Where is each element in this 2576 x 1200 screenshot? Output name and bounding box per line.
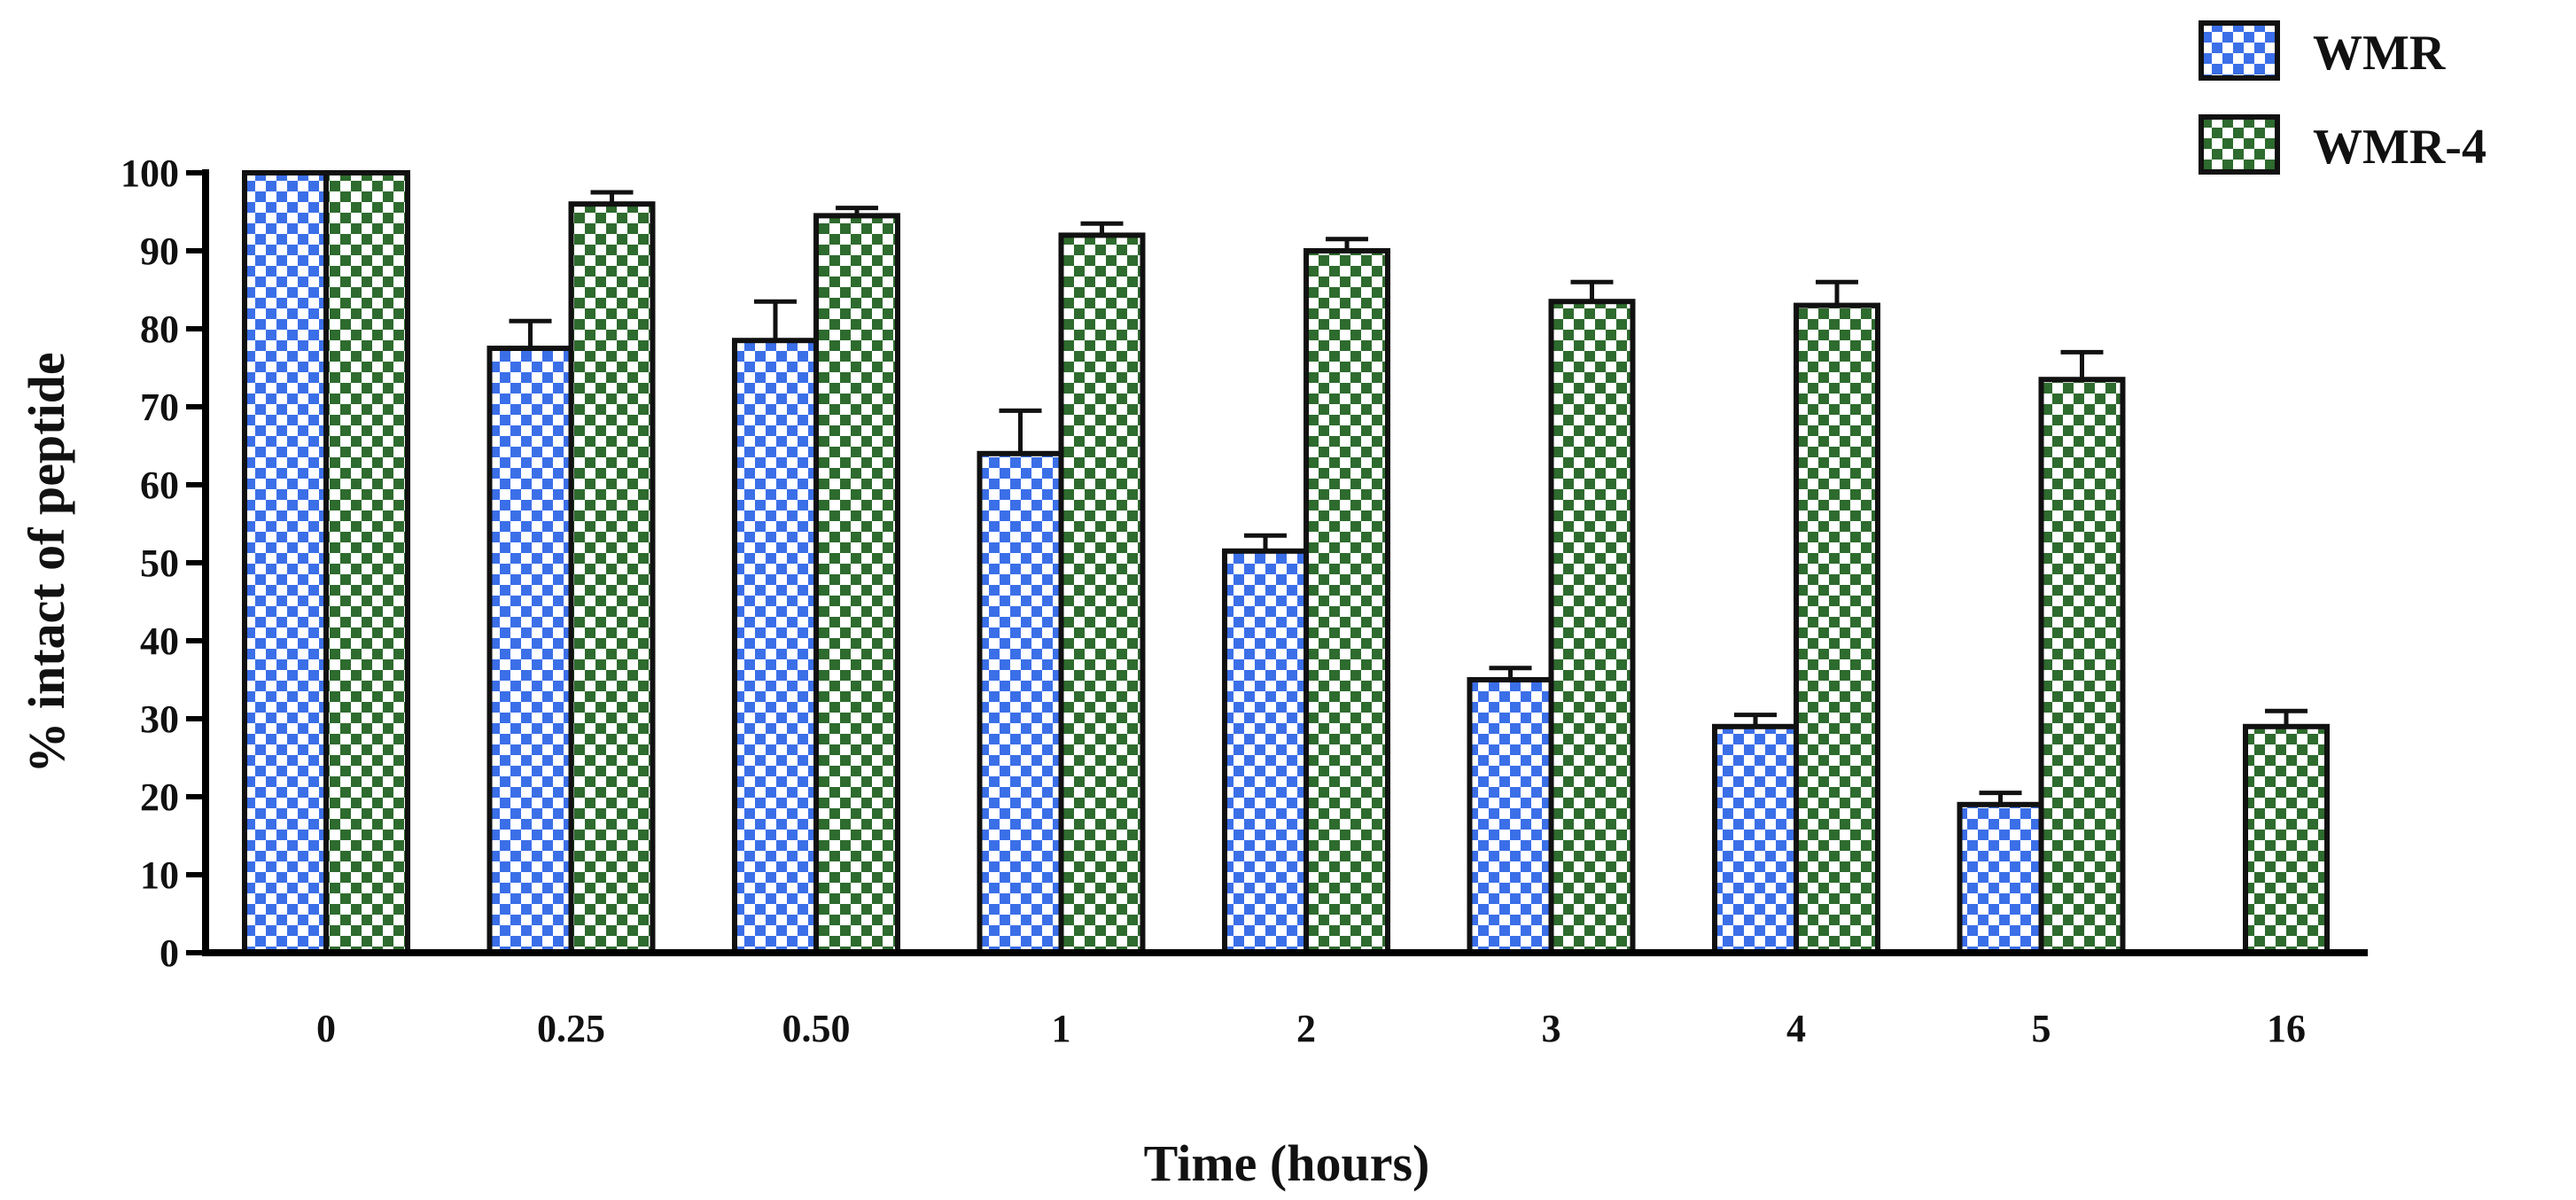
y-tick-label: 30 <box>140 697 179 741</box>
error-bar-wmr-t3 <box>1489 666 1532 680</box>
y-tick-label: 70 <box>140 386 179 429</box>
x-axis-title: Time (hours) <box>1144 1134 1430 1192</box>
error-bar-wmr-4-t4 <box>1816 279 1858 306</box>
error-bar-wmr-4-t16 <box>2265 708 2308 727</box>
error-bar-wmr-t1 <box>999 408 1042 454</box>
bar-wmr-t0-25 <box>486 346 574 955</box>
bar-wmr-4-t0-25 <box>568 201 656 955</box>
bar-wmr-t5 <box>1957 801 2044 955</box>
bar-wmr-4-t5 <box>2038 377 2126 955</box>
legend-label-wmr: WMR <box>2313 26 2446 81</box>
bar-wmr-4-t3 <box>1548 299 1636 955</box>
y-ticks: 0 10 20 30 40 50 60 70 80 90 100 <box>121 152 206 975</box>
y-tick-label: 40 <box>140 619 179 663</box>
x-tick-label: 16 <box>2267 1007 2306 1050</box>
y-axis-title: % intact of peptide <box>18 352 75 773</box>
x-tick-label: 3 <box>1542 1007 1561 1050</box>
x-tick-label: 0 <box>316 1007 336 1050</box>
bar-wmr-t4 <box>1712 723 1799 955</box>
bar-wmr-4-t0 <box>323 170 410 955</box>
error-bar-wmr-t0-25 <box>509 318 552 348</box>
y-tick-label: 20 <box>140 775 179 819</box>
bar-wmr-4-t0-50 <box>813 213 900 955</box>
x-tick-label: 0.25 <box>537 1007 605 1050</box>
error-bar-wmr-t4 <box>1734 713 1777 727</box>
error-bar-wmr-t0-50 <box>754 299 797 341</box>
y-tick-label: 60 <box>140 464 179 507</box>
error-bar-wmr-t5 <box>1979 791 2022 805</box>
bar-wmr-t1 <box>977 450 1064 955</box>
legend-swatch-wmr-4 <box>2199 114 2280 175</box>
error-bar-wmr-t2 <box>1244 533 1287 551</box>
x-tick-label: 5 <box>2032 1007 2051 1050</box>
y-tick-label: 50 <box>140 542 179 585</box>
x-tick-label: 0.50 <box>782 1007 851 1050</box>
y-tick-label: 10 <box>140 853 179 897</box>
error-bar-wmr-4-t5 <box>2060 349 2104 380</box>
error-bar-wmr-4-t2 <box>1326 237 1368 251</box>
error-bar-wmr-4-t0-25 <box>590 190 634 205</box>
legend-swatch-wmr <box>2199 20 2280 81</box>
y-tick-label: 90 <box>140 230 179 273</box>
bar-wmr-t0-50 <box>732 338 819 955</box>
x-tick-label: 1 <box>1052 1007 1071 1050</box>
bars-layer <box>242 170 2330 956</box>
legend: WMR WMR-4 <box>2199 20 2487 175</box>
bar-wmr-4-t4 <box>1794 302 1880 956</box>
bar-wmr-t0 <box>242 170 329 955</box>
error-bars-layer <box>509 190 2308 805</box>
x-ticks: 0 0.25 0.50 1 2 3 4 5 16 <box>316 1007 2306 1050</box>
bar-wmr-4-t2 <box>1304 248 1390 955</box>
x-tick-label: 2 <box>1296 1007 1316 1050</box>
bar-wmr-4-t1 <box>1058 232 1146 955</box>
y-tick-label: 0 <box>160 931 179 975</box>
y-tick-label: 80 <box>140 308 179 351</box>
y-tick-label: 100 <box>121 152 179 195</box>
error-bar-wmr-4-t0-50 <box>836 206 878 216</box>
bar-wmr-t3 <box>1467 677 1554 955</box>
bar-wmr-t2 <box>1222 548 1309 955</box>
error-bar-wmr-4-t3 <box>1570 279 1614 302</box>
legend-label-wmr-4: WMR-4 <box>2313 120 2487 175</box>
x-tick-label: 4 <box>1786 1007 1806 1050</box>
bar-wmr-4-t16 <box>2243 723 2330 955</box>
error-bar-wmr-4-t1 <box>1080 221 1124 236</box>
